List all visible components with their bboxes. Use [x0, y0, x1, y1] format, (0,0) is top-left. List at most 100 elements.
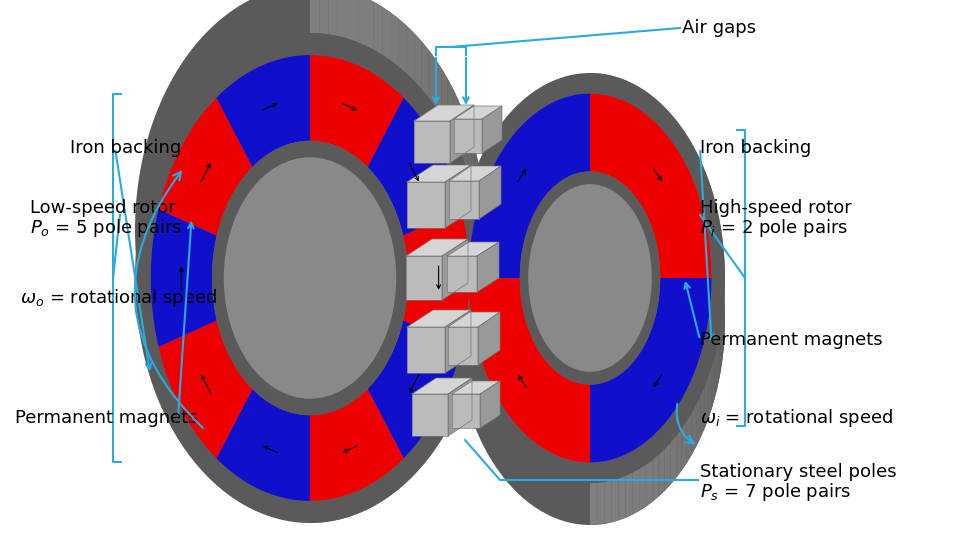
Polygon shape — [414, 121, 450, 163]
Polygon shape — [484, 198, 485, 258]
Polygon shape — [618, 476, 626, 521]
FancyArrowPatch shape — [437, 266, 441, 289]
Polygon shape — [345, 106, 349, 157]
Polygon shape — [391, 160, 394, 214]
Polygon shape — [396, 172, 397, 226]
Polygon shape — [365, 0, 373, 50]
Polygon shape — [590, 278, 711, 463]
Polygon shape — [448, 378, 472, 436]
Polygon shape — [407, 310, 471, 327]
Polygon shape — [442, 239, 468, 300]
Polygon shape — [651, 233, 653, 280]
Polygon shape — [471, 313, 474, 373]
Polygon shape — [719, 327, 721, 379]
Polygon shape — [646, 460, 652, 507]
Polygon shape — [723, 305, 724, 358]
Polygon shape — [442, 68, 447, 127]
Polygon shape — [474, 147, 477, 207]
Polygon shape — [448, 312, 500, 327]
Polygon shape — [618, 184, 621, 228]
Polygon shape — [398, 434, 407, 489]
Polygon shape — [648, 223, 650, 270]
Ellipse shape — [135, 0, 485, 475]
Polygon shape — [659, 449, 664, 497]
Polygon shape — [653, 313, 654, 360]
Polygon shape — [445, 165, 471, 228]
Polygon shape — [382, 448, 391, 501]
Polygon shape — [601, 379, 605, 422]
Polygon shape — [452, 394, 480, 428]
Polygon shape — [310, 97, 315, 145]
Polygon shape — [701, 387, 705, 438]
Polygon shape — [659, 102, 664, 149]
Polygon shape — [639, 87, 646, 134]
Polygon shape — [401, 262, 402, 316]
Polygon shape — [391, 441, 398, 495]
Polygon shape — [597, 175, 601, 218]
Polygon shape — [664, 443, 670, 491]
Polygon shape — [436, 391, 442, 449]
Polygon shape — [646, 219, 648, 265]
Polygon shape — [608, 376, 612, 420]
Polygon shape — [648, 328, 650, 375]
Polygon shape — [394, 288, 396, 342]
FancyArrowPatch shape — [655, 375, 662, 386]
FancyArrowPatch shape — [518, 375, 526, 388]
Polygon shape — [719, 219, 721, 272]
Polygon shape — [590, 174, 593, 217]
Polygon shape — [652, 96, 659, 144]
Polygon shape — [621, 367, 625, 412]
Polygon shape — [402, 198, 403, 253]
FancyArrowPatch shape — [410, 374, 419, 392]
Polygon shape — [345, 351, 349, 402]
Polygon shape — [474, 301, 477, 361]
Polygon shape — [452, 381, 500, 394]
Ellipse shape — [519, 172, 660, 385]
Polygon shape — [621, 186, 625, 231]
FancyArrowPatch shape — [343, 103, 356, 110]
Polygon shape — [468, 325, 471, 385]
Polygon shape — [216, 389, 310, 501]
Polygon shape — [597, 73, 605, 116]
Ellipse shape — [135, 33, 485, 523]
Polygon shape — [636, 202, 638, 248]
FancyArrowPatch shape — [677, 404, 694, 443]
Ellipse shape — [151, 55, 469, 501]
Polygon shape — [593, 175, 597, 217]
Polygon shape — [421, 410, 429, 466]
Polygon shape — [399, 185, 401, 240]
Polygon shape — [385, 306, 388, 360]
Polygon shape — [450, 105, 474, 163]
Polygon shape — [151, 209, 217, 347]
Polygon shape — [471, 135, 474, 195]
Polygon shape — [723, 240, 724, 293]
Polygon shape — [717, 337, 719, 390]
Polygon shape — [349, 109, 354, 160]
Polygon shape — [325, 360, 330, 410]
Polygon shape — [454, 106, 502, 119]
Polygon shape — [396, 282, 397, 336]
Polygon shape — [701, 160, 705, 211]
FancyArrowPatch shape — [409, 163, 419, 181]
Polygon shape — [388, 301, 391, 354]
Polygon shape — [633, 469, 639, 514]
Polygon shape — [628, 192, 631, 237]
Polygon shape — [371, 128, 374, 180]
Polygon shape — [448, 327, 478, 365]
FancyArrowPatch shape — [180, 267, 183, 290]
Polygon shape — [449, 166, 501, 181]
Polygon shape — [454, 119, 482, 153]
Polygon shape — [605, 74, 612, 118]
Polygon shape — [634, 198, 636, 244]
Polygon shape — [397, 178, 399, 233]
Polygon shape — [601, 176, 605, 219]
Polygon shape — [705, 169, 708, 221]
Polygon shape — [605, 177, 608, 220]
Text: Iron backing: Iron backing — [700, 139, 811, 157]
Polygon shape — [340, 104, 345, 154]
Polygon shape — [374, 132, 378, 185]
Polygon shape — [447, 242, 499, 256]
Polygon shape — [415, 418, 421, 475]
Polygon shape — [340, 354, 345, 405]
Polygon shape — [597, 482, 605, 525]
